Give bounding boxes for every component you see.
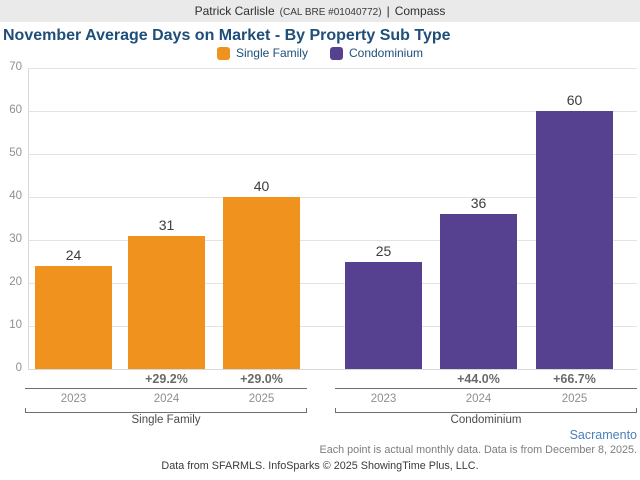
pct-change-label: +29.2% bbox=[145, 372, 188, 386]
gridline bbox=[28, 68, 637, 69]
gridline bbox=[28, 369, 637, 370]
group-label: Condominium bbox=[450, 414, 522, 426]
year-label: 2025 bbox=[561, 393, 588, 405]
gridline bbox=[28, 154, 637, 155]
bar-condominium-2024 bbox=[440, 214, 517, 369]
condominium-swatch-icon bbox=[329, 46, 343, 60]
legend-label: Single Family bbox=[235, 46, 308, 60]
attribution-text: Data from SFARMLS. InfoSparks © 2025 Sho… bbox=[161, 460, 479, 472]
year-label: 2025 bbox=[248, 393, 275, 405]
x-axis-line bbox=[25, 388, 307, 389]
legend-item-condominium: Condominium bbox=[329, 46, 424, 60]
gridline bbox=[28, 283, 637, 284]
region-link[interactable]: Sacramento bbox=[569, 428, 637, 442]
gridline bbox=[28, 326, 637, 327]
bar-condominium-2023 bbox=[345, 261, 422, 369]
group-bracket bbox=[335, 408, 637, 413]
y-tick-label: 50 bbox=[9, 147, 22, 159]
y-axis-line bbox=[28, 68, 29, 369]
brand-name: Compass bbox=[394, 4, 446, 18]
bar-value-label: 24 bbox=[65, 246, 82, 263]
year-label: 2024 bbox=[465, 393, 492, 405]
bar-condominium-2025 bbox=[536, 111, 613, 369]
y-tick-label: 60 bbox=[9, 104, 22, 116]
branding-header: Patrick Carlisle (CAL BRE #01040772) | C… bbox=[0, 0, 640, 22]
legend-label: Condominium bbox=[348, 46, 424, 60]
bar-value-label: 36 bbox=[470, 195, 487, 212]
pct-change-label: +29.0% bbox=[240, 372, 283, 386]
y-tick-label: 70 bbox=[9, 61, 22, 73]
y-tick-label: 10 bbox=[9, 319, 22, 331]
agent-name: Patrick Carlisle bbox=[194, 4, 275, 18]
bar-single-family-2023 bbox=[35, 265, 112, 369]
x-axis-line bbox=[335, 388, 637, 389]
single-family-swatch-icon bbox=[216, 46, 230, 60]
header-separator: | bbox=[386, 4, 390, 18]
y-tick-label: 20 bbox=[9, 276, 22, 288]
gridline bbox=[28, 197, 637, 198]
bar-value-label: 60 bbox=[566, 92, 583, 108]
legend-item-single-family: Single Family bbox=[216, 46, 308, 60]
gridline bbox=[28, 111, 637, 112]
bar-single-family-2024 bbox=[128, 235, 205, 369]
bar-value-label: 25 bbox=[375, 242, 392, 259]
agent-license: (CAL BRE #01040772) bbox=[279, 6, 382, 18]
bar-single-family-2025 bbox=[223, 197, 300, 369]
bar-value-label: 40 bbox=[253, 178, 270, 194]
chart-legend: Single Family Condominium bbox=[0, 46, 640, 60]
bar-value-label: 31 bbox=[158, 216, 175, 233]
pct-change-label: +66.7% bbox=[553, 372, 596, 386]
pct-change-label: +44.0% bbox=[457, 372, 500, 386]
y-tick-label: 0 bbox=[15, 362, 22, 374]
y-tick-label: 30 bbox=[9, 233, 22, 245]
data-note: Each point is actual monthly data. Data … bbox=[319, 444, 637, 456]
year-label: 2024 bbox=[153, 393, 180, 405]
y-tick-label: 40 bbox=[9, 190, 22, 202]
year-label: 2023 bbox=[370, 393, 397, 405]
year-label: 2023 bbox=[60, 393, 87, 405]
gridline bbox=[28, 240, 637, 241]
chart-title: November Average Days on Market - By Pro… bbox=[3, 27, 451, 44]
group-label: Single Family bbox=[131, 414, 201, 426]
group-bracket bbox=[25, 408, 307, 413]
